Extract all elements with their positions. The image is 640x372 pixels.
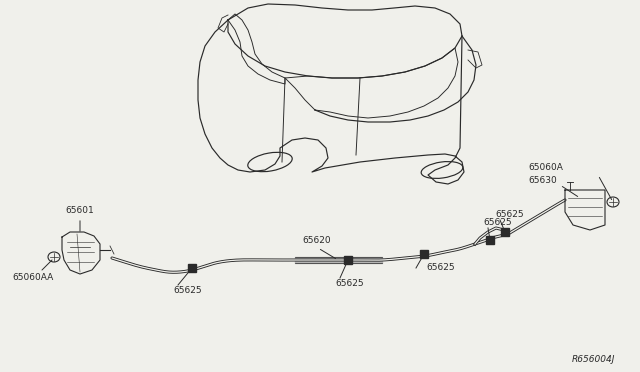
Text: 65060AA: 65060AA: [12, 273, 53, 282]
Text: 65601: 65601: [65, 206, 93, 215]
Text: 65625: 65625: [483, 218, 511, 227]
Text: R656004J: R656004J: [572, 355, 616, 364]
Polygon shape: [188, 264, 196, 272]
Polygon shape: [501, 228, 509, 236]
Text: 65625: 65625: [335, 279, 364, 288]
Polygon shape: [486, 236, 494, 244]
Text: 65620: 65620: [302, 236, 331, 245]
Text: 65060A: 65060A: [528, 163, 563, 172]
Text: 65630: 65630: [528, 176, 557, 185]
Polygon shape: [420, 250, 428, 258]
Text: 65625: 65625: [426, 263, 454, 272]
Polygon shape: [344, 256, 352, 264]
Text: 65625: 65625: [173, 286, 202, 295]
Text: 65625: 65625: [495, 210, 524, 219]
